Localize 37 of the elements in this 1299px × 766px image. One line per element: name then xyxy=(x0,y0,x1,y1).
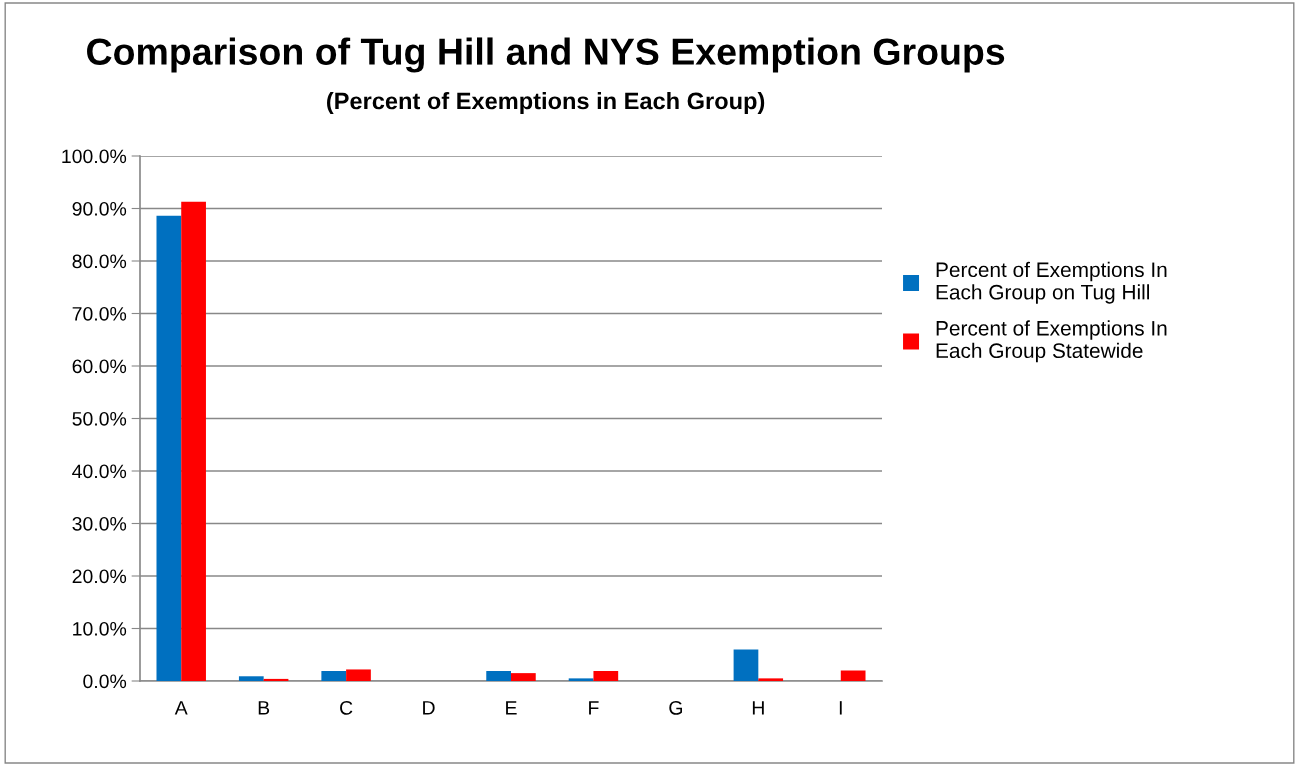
bar xyxy=(511,673,536,681)
x-tick-label: F xyxy=(589,701,599,715)
y-tick-label: 60.0% xyxy=(72,359,127,374)
bar xyxy=(840,670,866,681)
bar xyxy=(181,201,206,681)
bar xyxy=(568,678,594,681)
x-tick-label: E xyxy=(506,701,517,715)
bar xyxy=(733,649,759,681)
x-tick-label: B xyxy=(258,701,270,715)
y-tick-label: 10.0% xyxy=(73,621,127,636)
x-tick-label: H xyxy=(752,701,764,715)
y-tick-label: 50.0% xyxy=(72,411,127,426)
bar xyxy=(346,669,371,681)
bar xyxy=(263,678,289,681)
x-tick-label: A xyxy=(174,701,188,715)
bar xyxy=(321,671,347,681)
y-tick-label: 30.0% xyxy=(72,516,127,531)
chart-subtitle: (Percent of Exemptions in Each Group) xyxy=(327,92,765,114)
bar xyxy=(156,215,182,681)
x-tick-label: C xyxy=(340,700,353,715)
bar xyxy=(593,671,619,681)
y-tick-label: 90.0% xyxy=(72,201,127,216)
y-tick-label: 100.0% xyxy=(62,149,127,164)
bar xyxy=(758,678,784,681)
y-tick-label: 40.0% xyxy=(72,464,127,479)
y-tick-label: 20.0% xyxy=(72,569,127,584)
y-tick-label: 70.0% xyxy=(72,306,127,321)
y-tick-label: 80.0% xyxy=(72,254,127,269)
x-tick-label: G xyxy=(669,700,682,715)
x-tick-label: D xyxy=(423,701,435,715)
legend-label: Percent of Exemptions In Each Group on Tug Hill xyxy=(936,261,1167,304)
bar xyxy=(238,676,264,681)
legend-label: Percent of Exemptions In Each Group Statewide xyxy=(936,320,1167,363)
chart-title: Comparison of Tug Hill and NYS Exemption Groups xyxy=(87,37,1005,73)
x-tick-label: I xyxy=(839,701,842,715)
y-tick-label: 0.0% xyxy=(83,674,127,689)
bar xyxy=(486,671,511,681)
